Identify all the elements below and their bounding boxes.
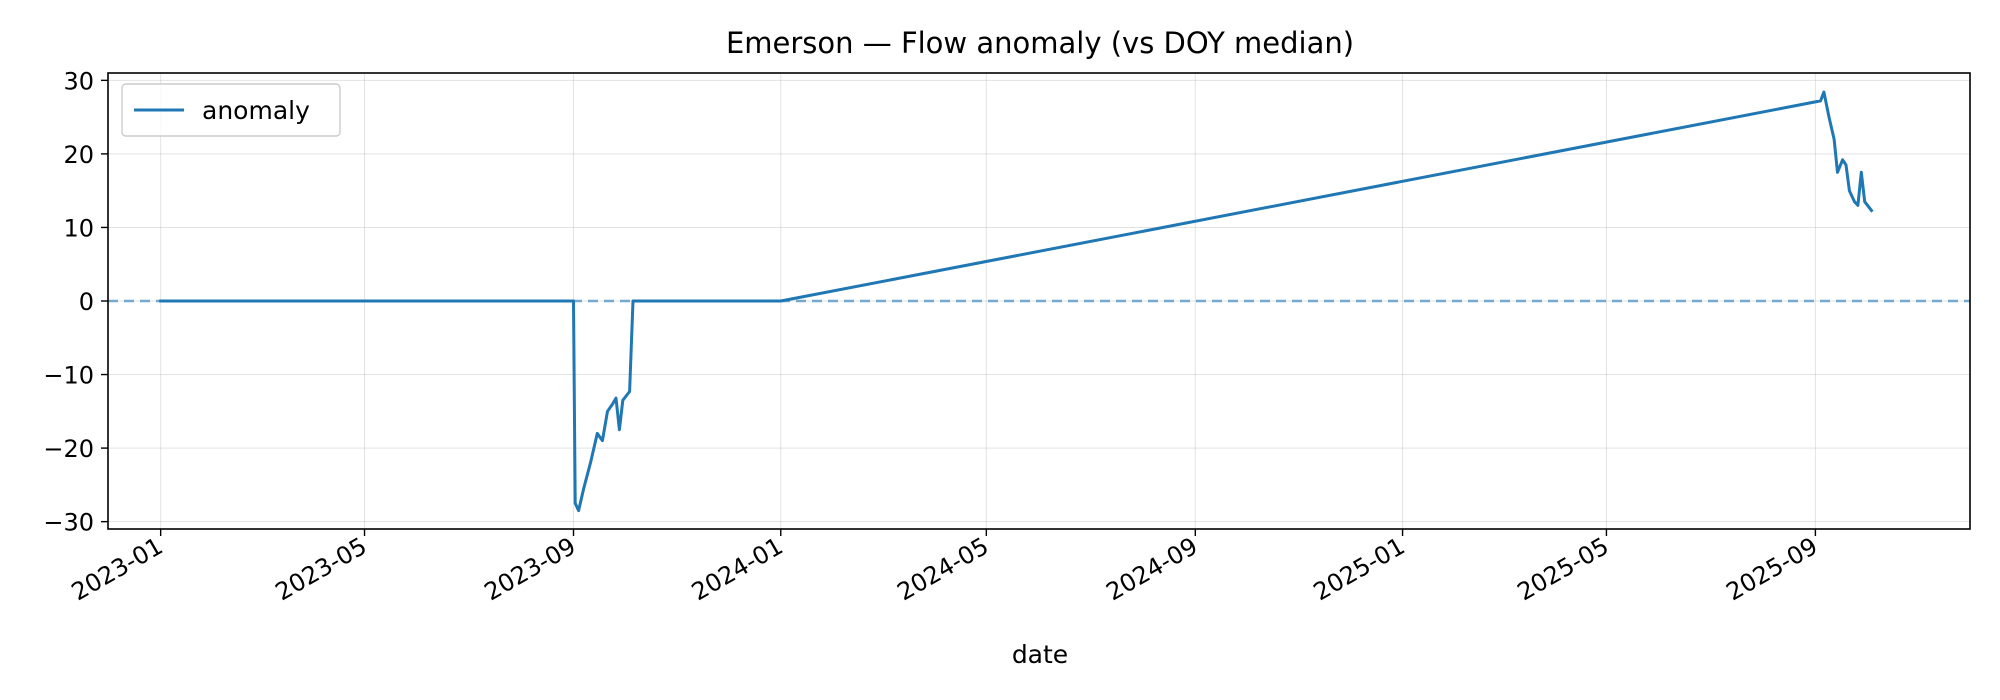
legend-label: anomaly	[202, 96, 310, 125]
y-tick-label: 20	[63, 141, 94, 169]
y-tick-label: −30	[43, 509, 94, 537]
legend-box	[121, 83, 341, 137]
series-group	[159, 90, 1874, 513]
y-tick-label: −20	[43, 435, 94, 463]
y-tick-label: 30	[63, 67, 94, 95]
chart-title: Emerson — Flow anomaly (vs DOY median)	[726, 26, 1354, 60]
series-line-anomaly	[159, 90, 1874, 513]
y-tick-label: 10	[63, 214, 94, 242]
legend: anomaly	[121, 83, 341, 137]
y-tick-label: 0	[79, 288, 94, 316]
y-axis: 30 20 10 0 −10 −20 −30	[43, 67, 108, 537]
x-axis-label: date	[1012, 640, 1068, 669]
y-tick-label: −10	[43, 362, 94, 390]
